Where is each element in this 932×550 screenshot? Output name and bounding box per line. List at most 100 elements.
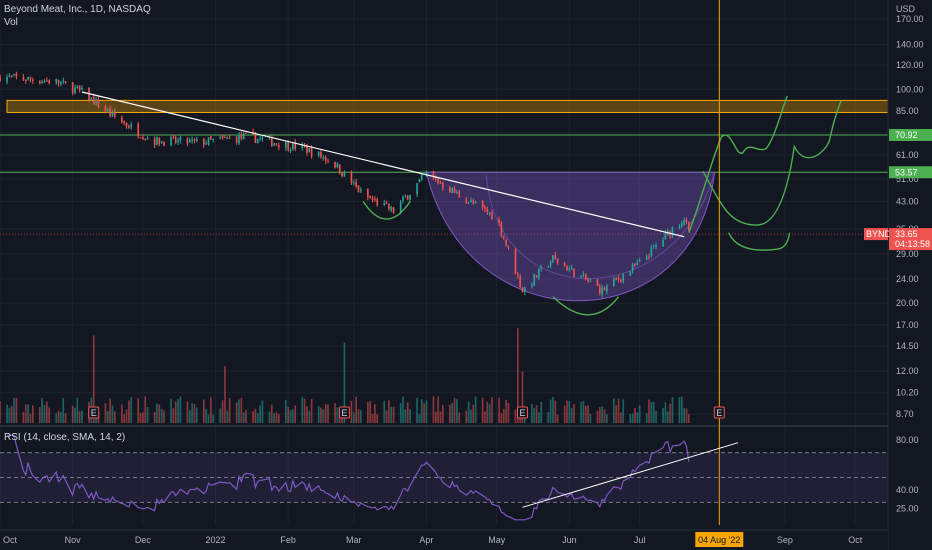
volume-bar xyxy=(629,413,632,423)
candle-body xyxy=(128,125,130,129)
candle-body xyxy=(106,109,109,112)
volume-bar xyxy=(310,398,313,423)
volume-bar xyxy=(406,402,409,423)
candle-body xyxy=(287,140,290,150)
volume-bar xyxy=(6,404,8,423)
candle-body xyxy=(324,157,327,161)
volume-bar xyxy=(207,414,210,423)
volume-bar xyxy=(500,413,503,423)
candle-body xyxy=(125,122,128,127)
candle-body xyxy=(662,239,664,247)
volume-bar xyxy=(538,412,540,423)
volume-bar xyxy=(554,400,557,423)
volume-bar xyxy=(453,397,456,423)
volume-bar xyxy=(615,405,618,423)
candle-body xyxy=(31,79,34,81)
volume-bar xyxy=(467,401,470,423)
volume-bar xyxy=(465,410,468,423)
volume-bar xyxy=(606,414,608,423)
handle-left xyxy=(362,201,411,220)
projection-path-b xyxy=(702,100,842,226)
volume-bar xyxy=(8,407,11,423)
candle-body xyxy=(137,123,140,137)
time-tick: Oct xyxy=(848,535,863,545)
earnings-marker-label: E xyxy=(91,408,97,418)
volume-bar xyxy=(409,409,411,423)
volume-bar xyxy=(481,397,484,423)
volume-bar xyxy=(514,409,517,423)
candle-body xyxy=(95,99,97,104)
volume-bar xyxy=(680,396,683,423)
candle-body xyxy=(15,73,18,77)
volume-bar xyxy=(57,410,60,423)
candle-body xyxy=(439,182,442,184)
volume-bar xyxy=(128,400,130,423)
price-tick: 24.00 xyxy=(896,274,919,284)
earnings-marker: E xyxy=(516,406,528,419)
candle-body xyxy=(256,138,259,144)
candle-body xyxy=(549,261,552,266)
candle-body xyxy=(277,145,280,148)
last-price-badge-bg xyxy=(889,228,932,251)
candle-body xyxy=(310,147,313,157)
candle-body xyxy=(688,221,690,231)
candle-body xyxy=(568,268,571,270)
candle-body xyxy=(338,164,341,174)
time-tick: Nov xyxy=(65,535,82,545)
volume-bar xyxy=(458,412,461,423)
candle-body xyxy=(113,111,116,117)
volume-bar xyxy=(652,401,655,423)
volume-bar xyxy=(170,398,172,423)
volume-bar xyxy=(81,410,83,423)
volume-bar xyxy=(688,413,690,423)
candle-body xyxy=(369,196,372,199)
candles xyxy=(0,71,690,298)
volume-bar xyxy=(390,406,393,423)
volume-bar xyxy=(531,404,533,423)
candle-body xyxy=(191,139,193,142)
candle-body xyxy=(451,187,454,193)
candle-body xyxy=(652,246,655,248)
candle-body xyxy=(160,141,163,143)
volume-bar xyxy=(92,335,95,423)
volume-bar xyxy=(474,396,477,423)
volume-bar xyxy=(219,408,222,423)
candle-body xyxy=(399,201,402,213)
price-tick: 29.00 xyxy=(896,249,919,259)
candle-body xyxy=(367,188,369,198)
ticker-badge-bg xyxy=(864,228,888,241)
candle-body xyxy=(531,284,533,287)
volume-bar xyxy=(449,404,451,423)
candle-body xyxy=(453,188,456,193)
candle-body xyxy=(111,111,114,117)
price-tick: 100.00 xyxy=(896,84,924,94)
candle-body xyxy=(62,80,65,82)
volume-bar xyxy=(31,405,34,423)
volume-bar xyxy=(451,402,454,423)
volume-bar xyxy=(163,410,165,423)
price-tick: 14.50 xyxy=(896,341,919,351)
chart-title: Beyond Meat, Inc., 1D, NASDAQ xyxy=(4,4,151,15)
volume-bar xyxy=(399,403,402,423)
candle-body xyxy=(81,87,83,90)
volume-bar xyxy=(437,396,439,423)
price-tick: 51.00 xyxy=(896,174,919,184)
projection-handle xyxy=(728,232,791,251)
volume-bar xyxy=(287,406,290,423)
candle-body xyxy=(259,137,261,139)
candle-body xyxy=(123,121,125,123)
candle-body xyxy=(563,262,566,266)
volume-bar xyxy=(153,411,156,423)
price-tick: 140.00 xyxy=(896,40,924,50)
candle-body xyxy=(465,198,468,204)
candle-body xyxy=(402,196,404,201)
volume-bar xyxy=(418,414,421,423)
candle-body xyxy=(170,137,172,146)
candle-body xyxy=(13,73,15,75)
earnings-marker: E xyxy=(713,406,725,419)
volume-bar xyxy=(256,413,259,423)
candle-body xyxy=(334,162,336,168)
candle-body xyxy=(409,195,411,201)
volume-bars xyxy=(0,328,690,423)
